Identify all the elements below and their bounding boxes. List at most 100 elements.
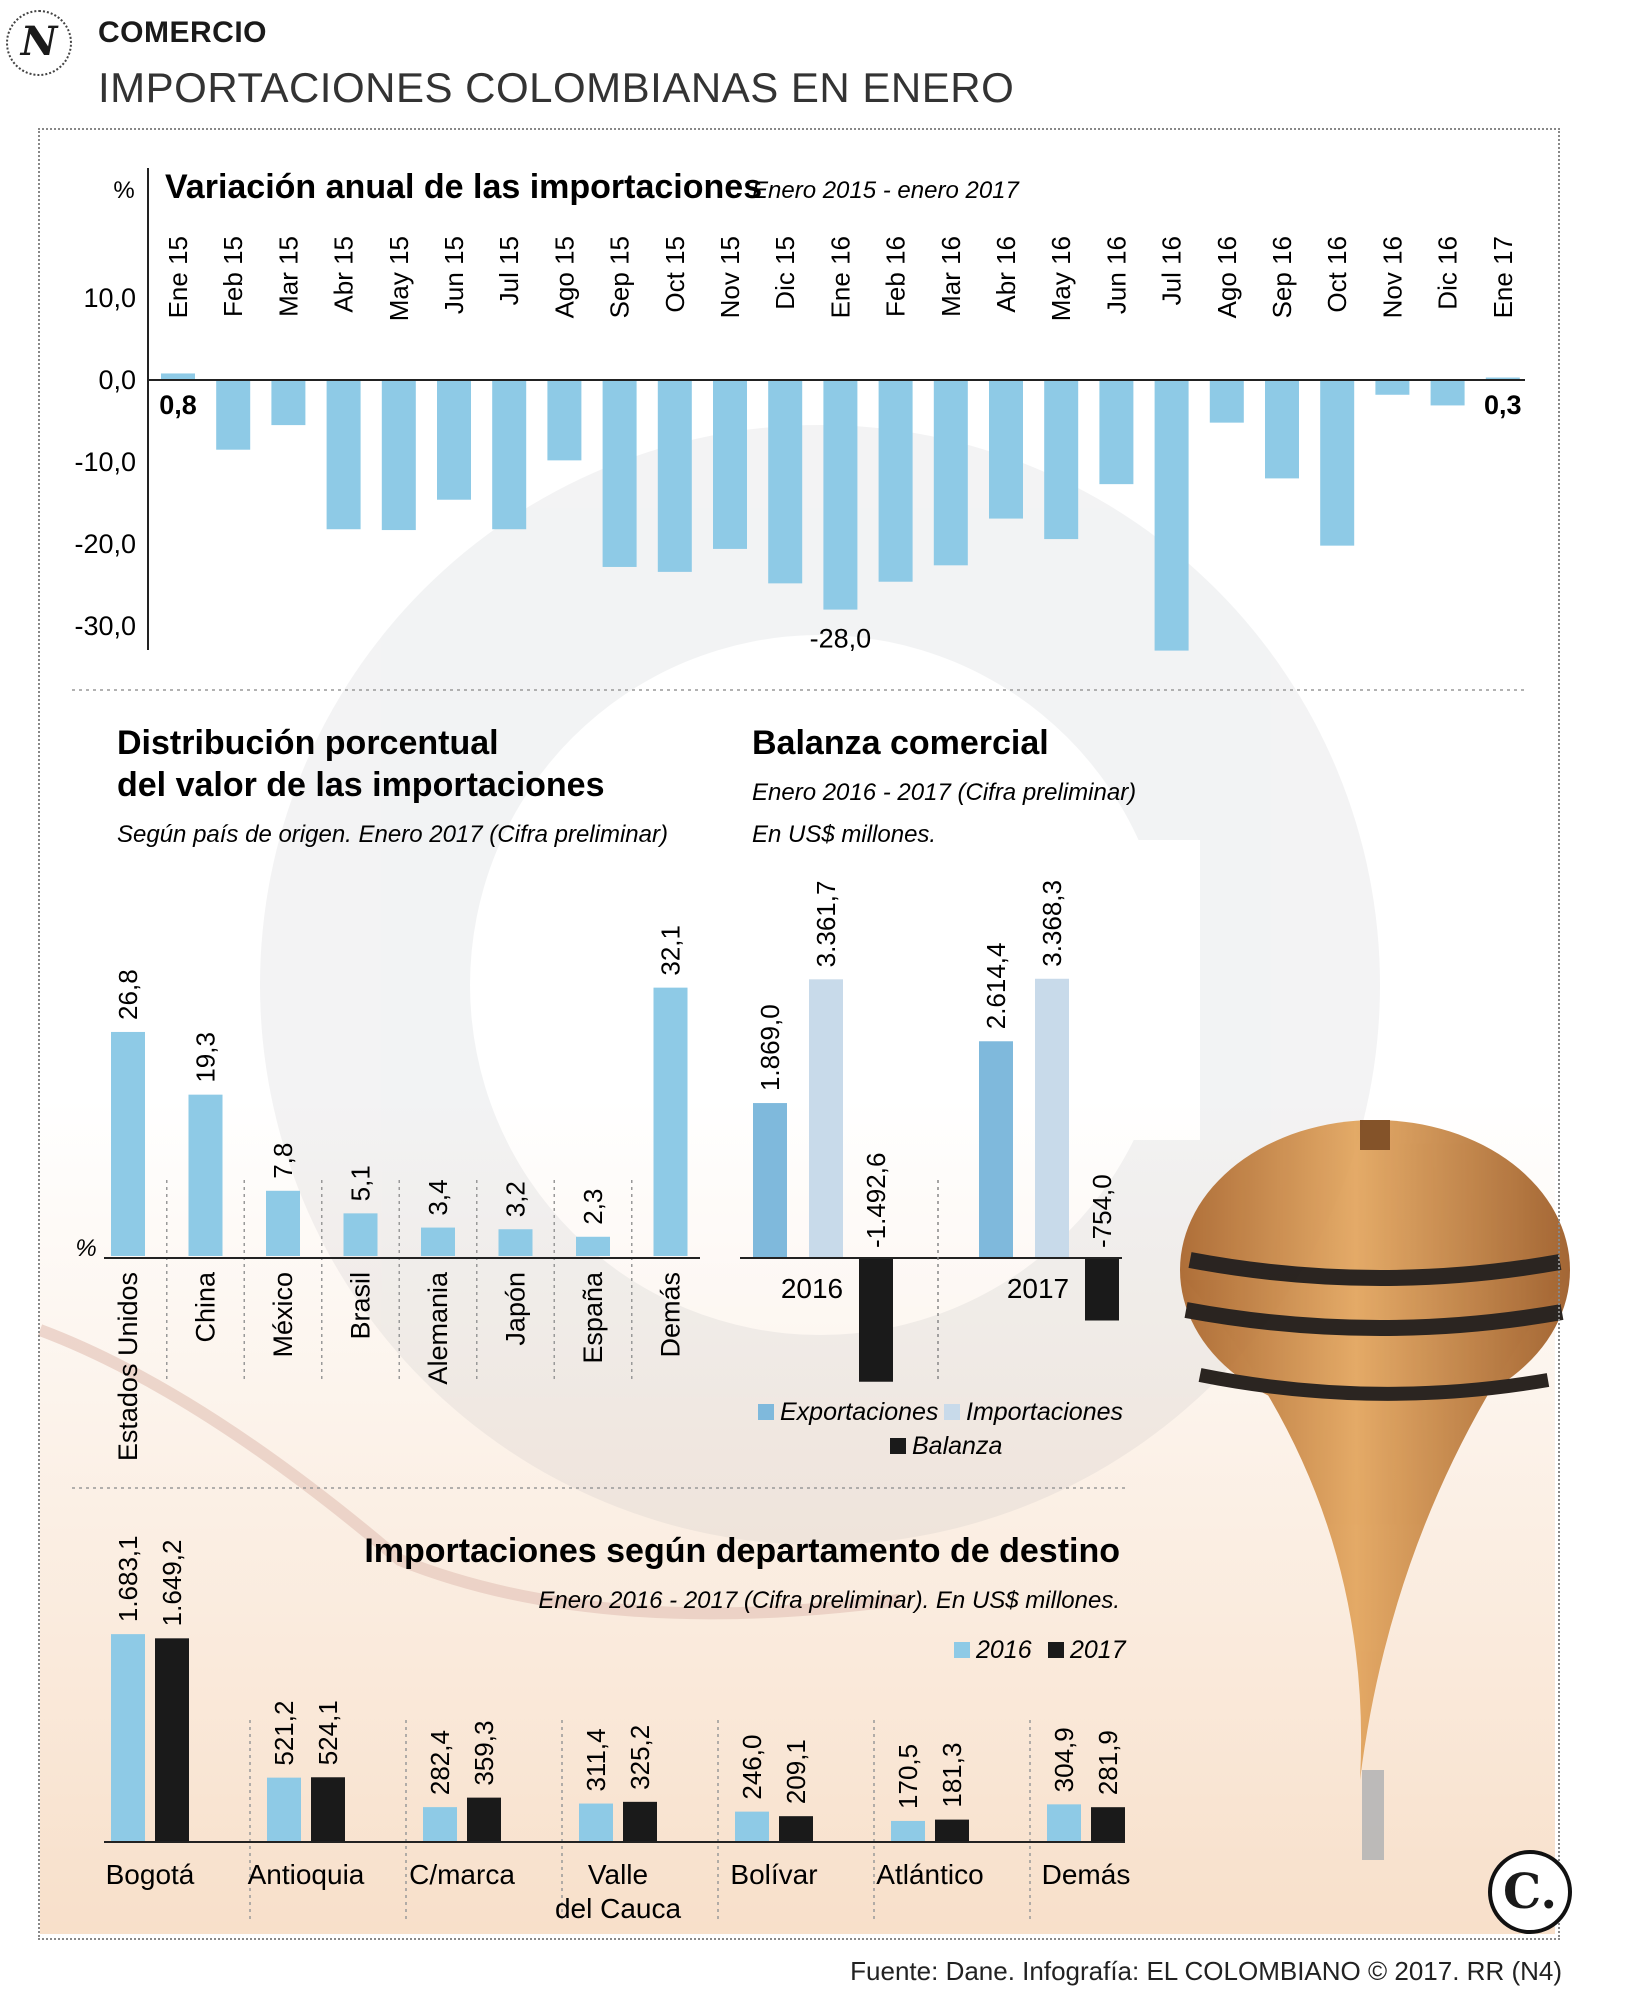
departamentos-legend-swatch [954,1642,970,1658]
departamentos-legend-label: 2016 [975,1636,1032,1664]
variacion-xtick: Jun 15 [439,236,469,314]
departamentos-data-label: 170,5 [893,1744,923,1809]
departamentos-bar [891,1820,925,1842]
distribucion-bar [498,1229,533,1256]
page-title: IMPORTACIONES COLOMBIANAS EN ENERO [98,64,1015,111]
variacion-xtick: Nov 15 [715,236,745,318]
distribucion-title-line1: Distribución porcentual [117,724,499,762]
balanza-category-label: 2016 [781,1273,843,1304]
distribucion-subtitle: Según país de origen. Enero 2017 (Cifra … [117,821,668,848]
variacion-xtick: Mar 16 [936,236,966,317]
distribucion-bar [188,1094,223,1256]
variacion-bar [326,380,361,530]
distribucion-bar [266,1190,300,1256]
departamentos-bar [623,1801,657,1842]
balanza-data-label: 3.368,3 [1037,880,1067,967]
variacion-bar [768,380,803,584]
variacion-bar [216,380,251,450]
departamentos-data-label: 325,2 [625,1725,655,1790]
distribucion-data-label: 32,1 [656,925,686,976]
variacion-xtick: Ene 17 [1488,236,1518,318]
departamentos-data-label: 304,9 [1049,1727,1079,1792]
distribucion-data-label: 26,8 [113,969,143,1020]
variacion-bar [602,380,637,567]
distribucion-bar [653,987,688,1256]
content-frame [38,128,1560,1940]
balanza-legend-swatch [944,1404,960,1420]
variacion-bar [271,380,306,426]
balanza-data-label: 3.361,7 [811,881,841,968]
distribucion-ylabel: % [75,1235,96,1262]
distribucion-category-label: China [191,1271,221,1343]
departamentos-data-label: 359,3 [469,1721,499,1786]
departamentos-bar [111,1634,145,1842]
variacion-xtick: May 16 [1046,236,1076,321]
variacion-bar [933,380,968,566]
departamentos-data-label: 181,3 [937,1743,967,1808]
departamentos-category-label: Demás [1042,1859,1131,1890]
variacion-data-label: 0,8 [159,390,197,420]
balanza-subtitle-line1: Enero 2016 - 2017 (Cifra preliminar) [752,779,1136,806]
variacion-xtick: Jul 16 [1157,236,1187,305]
balanza-bar [859,1258,893,1382]
distribucion-data-label: 19,3 [191,1032,221,1083]
variacion-xtick: Abr 16 [991,236,1021,313]
variacion-bar [381,380,416,531]
departamentos-category-label: del Cauca [555,1893,682,1924]
departamentos-bar [935,1819,969,1842]
balanza-data-label: 1.869,0 [755,1004,785,1091]
departamentos-bar [1091,1807,1125,1842]
departamentos-data-label: 1.649,2 [157,1540,187,1627]
distribucion-data-label: 3,2 [501,1181,531,1217]
balanza-legend-label: Importaciones [966,1398,1123,1426]
variacion-bar [878,380,913,582]
balanza-category-label: 2017 [1007,1273,1069,1304]
departamentos-category-label: Atlántico [876,1859,983,1890]
distribucion-data-label: 3,4 [423,1179,453,1215]
departamentos-data-label: 311,4 [581,1728,611,1791]
variacion-ytick: 0,0 [98,365,136,395]
el-colombiano-logo-icon: C. [1488,1850,1572,1934]
variacion-xtick: Ene 15 [163,236,193,318]
departamentos-category-label: Antioquia [248,1859,365,1890]
variacion-data-label: -28,0 [810,624,872,654]
variacion-xtick: Feb 16 [881,236,911,317]
variacion-ylabel: % [113,177,134,204]
variacion-xtick: Feb 15 [218,236,248,317]
departamentos-bar [155,1638,189,1842]
variacion-bar [1154,380,1189,651]
balanza-bar [979,1041,1013,1258]
balanza-bar [1085,1258,1119,1321]
variacion-bar [547,380,582,461]
variacion-bar [713,380,747,549]
variacion-ytick: -10,0 [74,447,136,477]
departamentos-data-label: 1.683,1 [113,1535,143,1622]
balanza-subtitle-line2: En US$ millones. [752,821,936,848]
distribucion-bar [576,1236,610,1256]
variacion-bar [1375,380,1410,395]
variacion-data-label: 0,3 [1484,390,1522,420]
variacion-subtitle: Enero 2015 - enero 2017 [752,177,1021,204]
departamentos-category-label: Bolívar [730,1859,817,1890]
variacion-xtick: Jul 15 [494,236,524,305]
variacion-bar [989,380,1023,519]
departamentos-legend-swatch [1048,1642,1064,1658]
variacion-xtick: Mar 15 [273,236,303,317]
balanza-legend-swatch [758,1404,774,1420]
balanza-legend-label: Exportaciones [780,1398,938,1426]
distribucion-title-line2: del valor de las importaciones [117,766,605,804]
variacion-xtick: Jun 16 [1101,236,1131,314]
departamentos-data-label: 524,1 [313,1700,343,1765]
variacion-ytick: -30,0 [74,611,136,641]
departamentos-data-label: 282,4 [425,1730,455,1795]
balanza-legend-label: Balanza [912,1432,1002,1460]
distribucion-category-label: España [578,1271,608,1364]
distribucion-bar [111,1031,145,1256]
variacion-bar [1430,380,1465,406]
balanza-data-label: -1.492,6 [861,1153,891,1248]
balanza-bar [809,979,843,1258]
departamentos-data-label: 281,9 [1093,1730,1123,1795]
